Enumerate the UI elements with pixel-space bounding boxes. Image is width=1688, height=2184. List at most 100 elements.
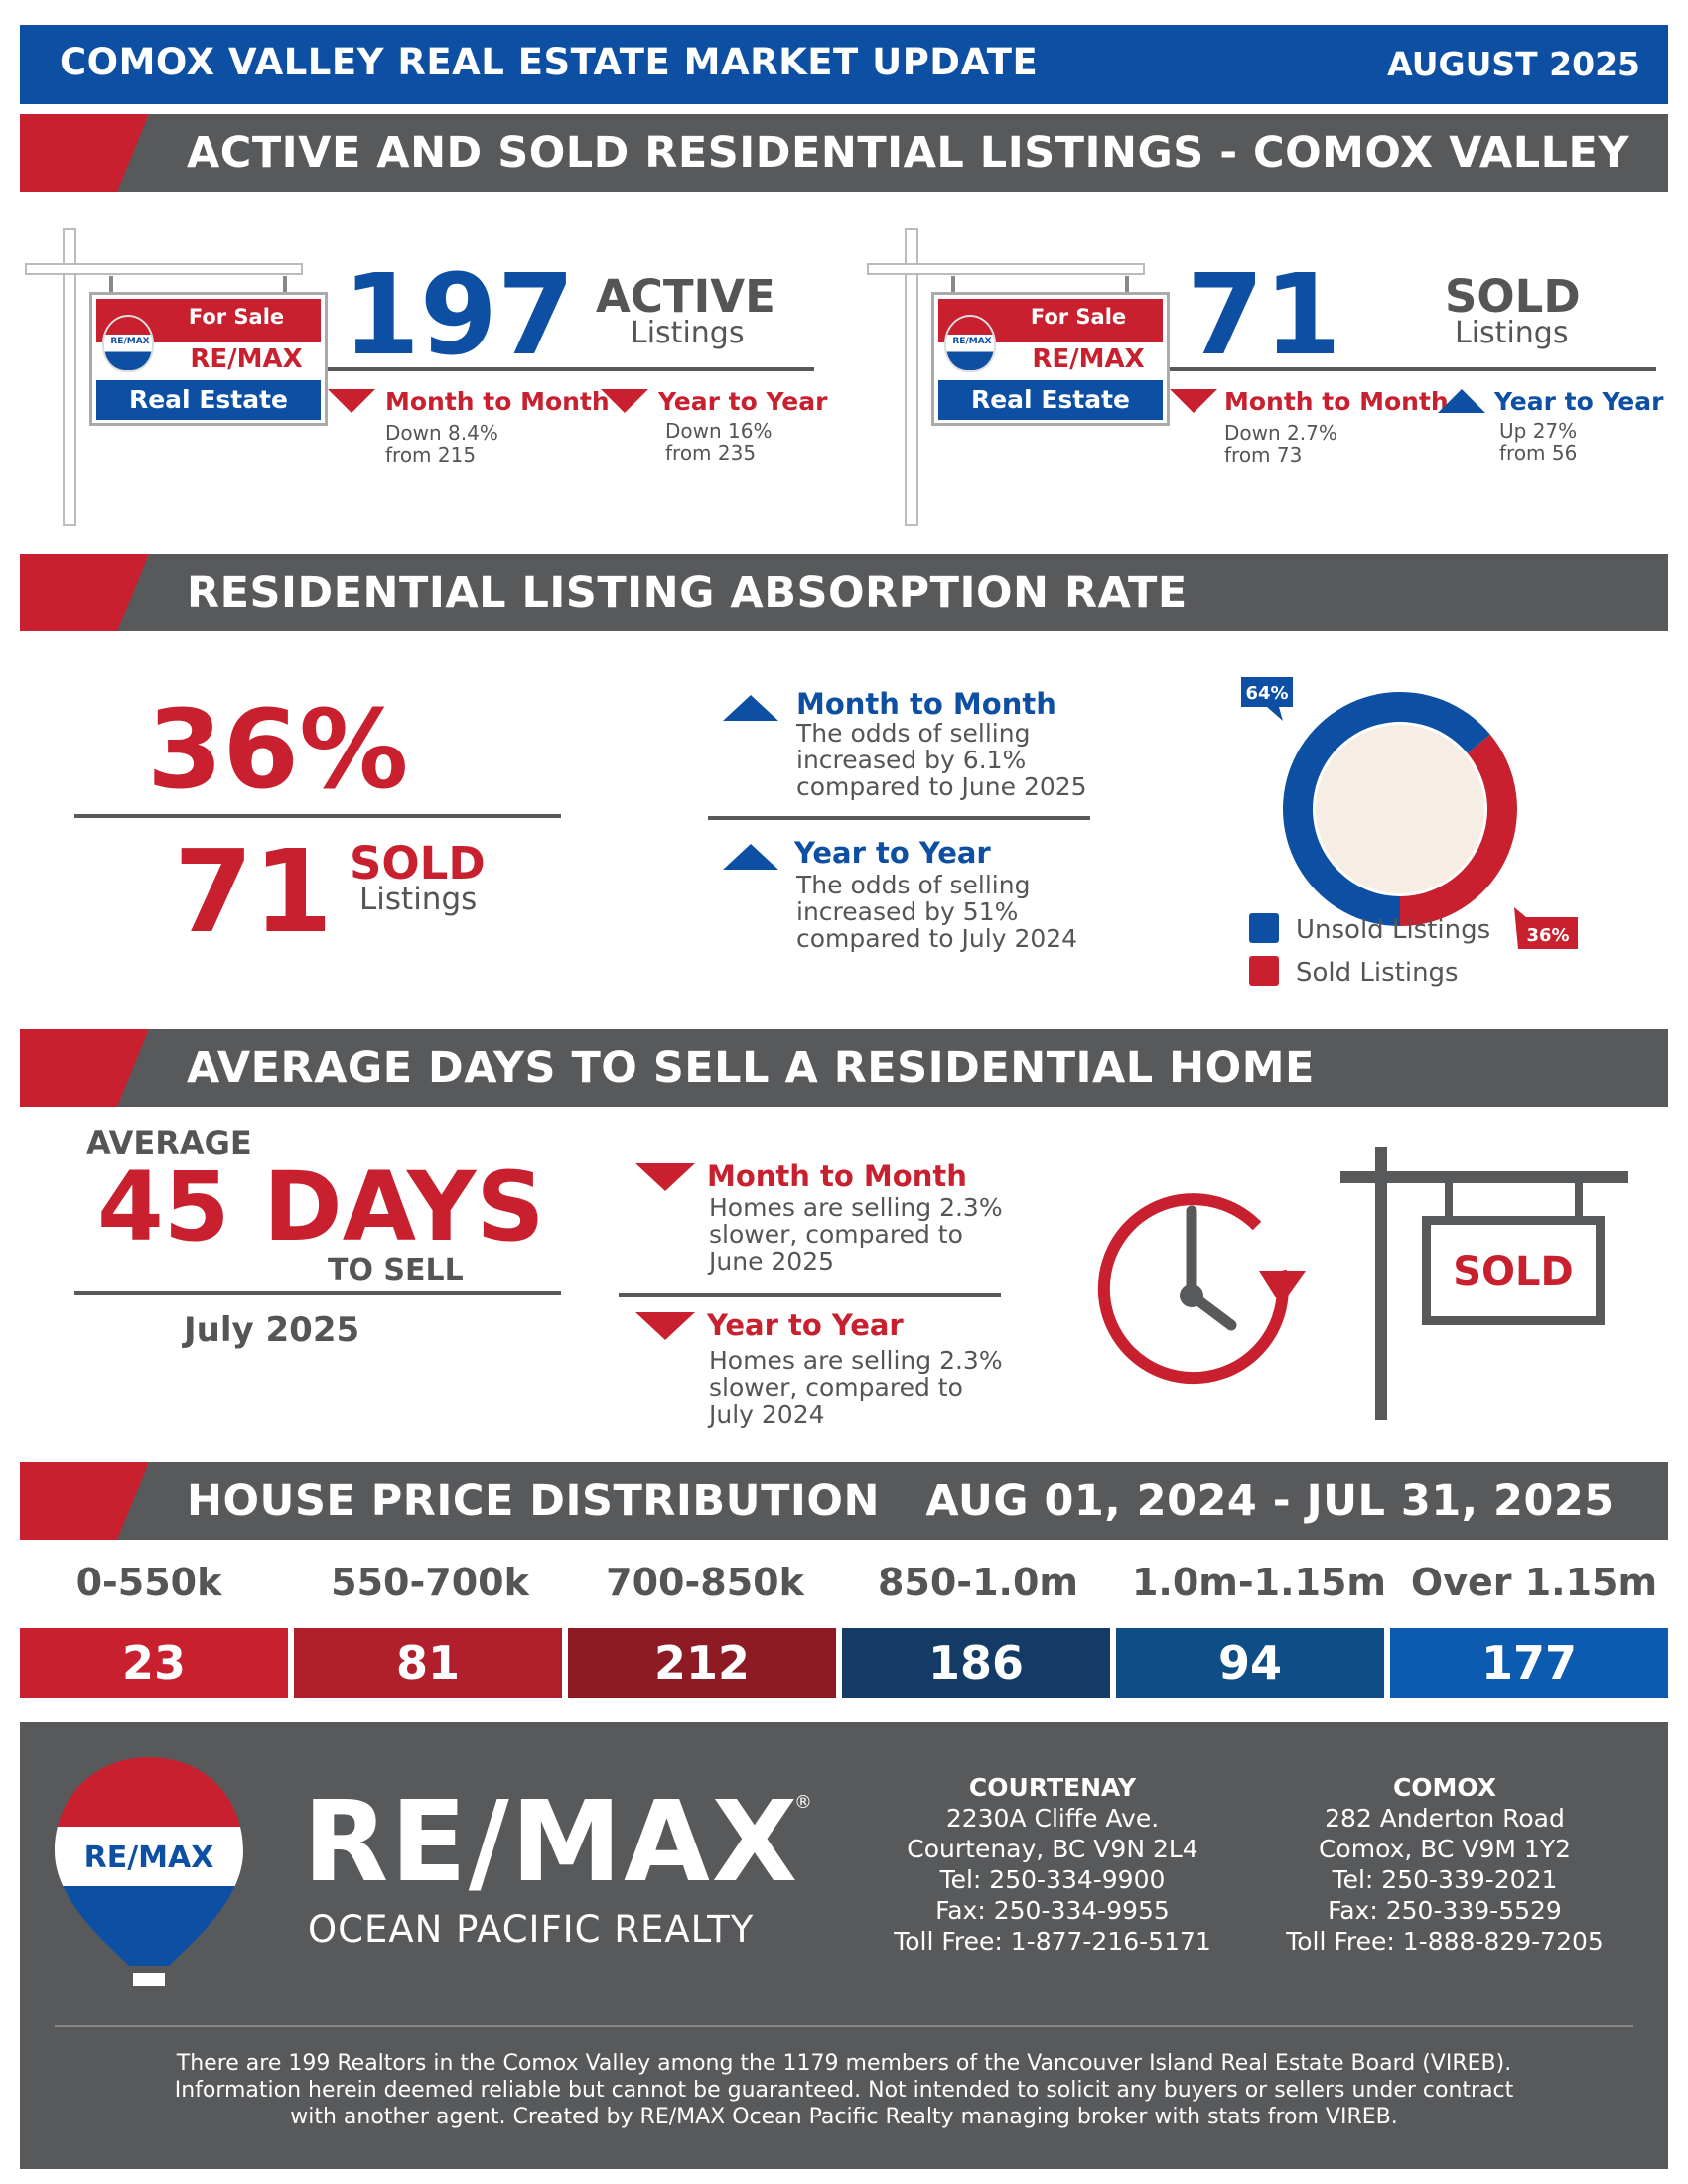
price-count-bar: 94 — [1116, 1628, 1384, 1698]
footer: RE/MAX RE/MAX ® OCEAN PACIFIC REALTY COU… — [20, 1722, 1668, 2169]
legend-swatch-unsold — [1249, 913, 1279, 943]
absorption-yty-label: Year to Year — [794, 836, 991, 870]
sold-label: SOLD — [1445, 270, 1581, 323]
office-city: Comox, BC V9M 1Y2 — [1318, 1835, 1572, 1863]
page-title: COMOX VALLEY REAL ESTATE MARKET UPDATE — [60, 41, 1039, 83]
office-address: 282 Anderton Road — [1325, 1804, 1565, 1833]
balloon-logo-icon: RE/MAX — [102, 315, 154, 372]
for-sale-label: For Sale — [1030, 305, 1127, 329]
price-range-label: 850-1.0m — [877, 1561, 1078, 1604]
balloon-logo-icon: RE/MAX — [944, 315, 996, 372]
office-name: COMOX — [1392, 1773, 1497, 1802]
balloon-logo-icon: RE/MAX — [55, 1757, 243, 1986]
sold-mtm-label: Month to Month — [1224, 387, 1449, 416]
price-count-bar: 186 — [842, 1628, 1110, 1698]
disclaimer-line: Information herein deemed reliable but c… — [174, 2078, 1514, 2103]
office-fax: Fax: 250-334-9955 — [935, 1896, 1170, 1925]
price-range-label: Over 1.15m — [1410, 1561, 1658, 1604]
sign-brand: RE/MAX — [1032, 344, 1145, 374]
days-count: 45 DAYS — [97, 1152, 545, 1263]
absorption-mtm-line1: The odds of selling — [796, 719, 1031, 748]
divider — [708, 816, 1090, 820]
price-count-bar: 212 — [568, 1628, 836, 1698]
days-mtm-label: Month to Month — [707, 1160, 967, 1193]
price-range-label: 700-850k — [606, 1561, 804, 1604]
active-yty-down-icon — [601, 389, 648, 417]
absorption-yty-up-icon — [723, 844, 778, 874]
active-yty-desc1: Down 16% — [665, 419, 773, 443]
divider — [1170, 367, 1656, 371]
office-fax: Fax: 250-339-5529 — [1328, 1896, 1562, 1925]
office-tollfree: Toll Free: 1-888-829-7205 — [1286, 1927, 1604, 1956]
absorption-yty-line2: increased by 51% — [796, 897, 1019, 926]
for-sale-sign-graphic: For Sale RE/MAX RE/MAX Real Estate — [867, 228, 1170, 531]
price-range-label: 1.0m-1.15m — [1131, 1561, 1387, 1604]
days-month: July 2025 — [184, 1310, 360, 1350]
unsold-percent-label: 64% — [1245, 683, 1288, 704]
sold-count: 71 — [1187, 251, 1341, 380]
section-header-absorption: RESIDENTIAL LISTING ABSORPTION RATE — [20, 554, 1668, 631]
divider — [619, 1293, 1001, 1297]
days-yty-line2: slower, compared to — [709, 1373, 963, 1402]
days-mtm-down-icon — [635, 1163, 695, 1195]
donut-slice-sold — [1400, 734, 1517, 926]
days-mtm-line3: June 2025 — [709, 1247, 835, 1276]
donut-slice-unsold — [1283, 692, 1490, 926]
sold-yty-desc2: from 56 — [1499, 441, 1578, 465]
footer-divider — [55, 2025, 1633, 2027]
real-estate-label: Real Estate — [96, 380, 321, 420]
active-yty-desc2: from 235 — [665, 441, 757, 465]
days-yty-down-icon — [635, 1312, 695, 1344]
days-mtm-line2: slower, compared to — [709, 1220, 963, 1249]
active-yty-label: Year to Year — [658, 387, 828, 416]
absorption-mtm-line2: increased by 6.1% — [796, 746, 1027, 774]
absorption-mtm-line3: compared to June 2025 — [796, 772, 1087, 801]
days-mtm-line1: Homes are selling 2.3% — [709, 1193, 1003, 1222]
days-average-label: AVERAGE — [86, 1124, 252, 1161]
top-banner: COMOX VALLEY REAL ESTATE MARKET UPDATE A… — [20, 25, 1668, 104]
absorption-rate: 36% — [147, 686, 409, 813]
absorption-mtm-up-icon — [723, 695, 778, 725]
office-tel: Tel: 250-339-2021 — [1332, 1865, 1558, 1894]
footer-disclaimer: There are 199 Realtors in the Comox Vall… — [40, 2050, 1648, 2130]
absorption-yty-line3: compared to July 2024 — [796, 924, 1078, 953]
office-comox: COMOX 282 Anderton Road Comox, BC V9M 1Y… — [1256, 1772, 1633, 1957]
sold-mtm-down-icon — [1170, 389, 1217, 417]
sign-brand: RE/MAX — [190, 344, 303, 374]
brand-wordmark: RE/MAX — [303, 1778, 800, 1907]
section-header-days: AVERAGE DAYS TO SELL A RESIDENTIAL HOME — [20, 1029, 1668, 1107]
clock-icon — [1097, 1193, 1306, 1385]
section-title: ACTIVE AND SOLD RESIDENTIAL LISTINGS - C… — [187, 128, 1630, 178]
days-yty-label: Year to Year — [707, 1308, 904, 1342]
for-sale-label: For Sale — [188, 305, 285, 329]
absorption-sold-sublabel: Listings — [359, 882, 478, 917]
absorption-donut-chart: 64% 36% — [1241, 677, 1578, 949]
active-count: 197 — [343, 251, 575, 380]
absorption-mtm-label: Month to Month — [796, 687, 1056, 721]
sold-sublabel: Listings — [1455, 316, 1569, 350]
section-title: RESIDENTIAL LISTING ABSORPTION RATE — [187, 568, 1188, 617]
price-count-bar: 23 — [20, 1628, 288, 1698]
days-to-sell-label: TO SELL — [328, 1253, 464, 1288]
sold-percent-label: 36% — [1526, 925, 1569, 946]
active-mtm-desc1: Down 8.4% — [385, 421, 498, 445]
office-tollfree: Toll Free: 1-877-216-5171 — [894, 1927, 1211, 1956]
active-mtm-down-icon — [328, 389, 375, 417]
real-estate-label: Real Estate — [938, 380, 1163, 420]
active-mtm-label: Month to Month — [385, 387, 610, 416]
sold-mtm-desc1: Down 2.7% — [1224, 421, 1337, 445]
section-title: HOUSE PRICE DISTRIBUTION AUG 01, 2024 - … — [187, 1476, 1615, 1526]
disclaimer-line: There are 199 Realtors in the Comox Vall… — [176, 2051, 1512, 2076]
for-sale-sign-graphic: For Sale RE/MAX RE/MAX Real Estate — [25, 228, 328, 531]
legend-label-sold: Sold Listings — [1296, 958, 1459, 988]
sold-yty-desc1: Up 27% — [1499, 419, 1578, 443]
price-count-bar: 81 — [294, 1628, 562, 1698]
active-mtm-desc2: from 215 — [385, 443, 477, 467]
sold-mtm-desc2: from 73 — [1224, 443, 1303, 467]
days-yty-line3: July 2024 — [709, 1400, 825, 1429]
office-address: 2230A Cliffe Ave. — [945, 1804, 1160, 1833]
section-title: AVERAGE DAYS TO SELL A RESIDENTIAL HOME — [187, 1043, 1315, 1093]
absorption-yty-line1: The odds of selling — [796, 871, 1031, 899]
divider — [74, 1291, 561, 1295]
office-tel: Tel: 250-334-9900 — [939, 1865, 1166, 1894]
